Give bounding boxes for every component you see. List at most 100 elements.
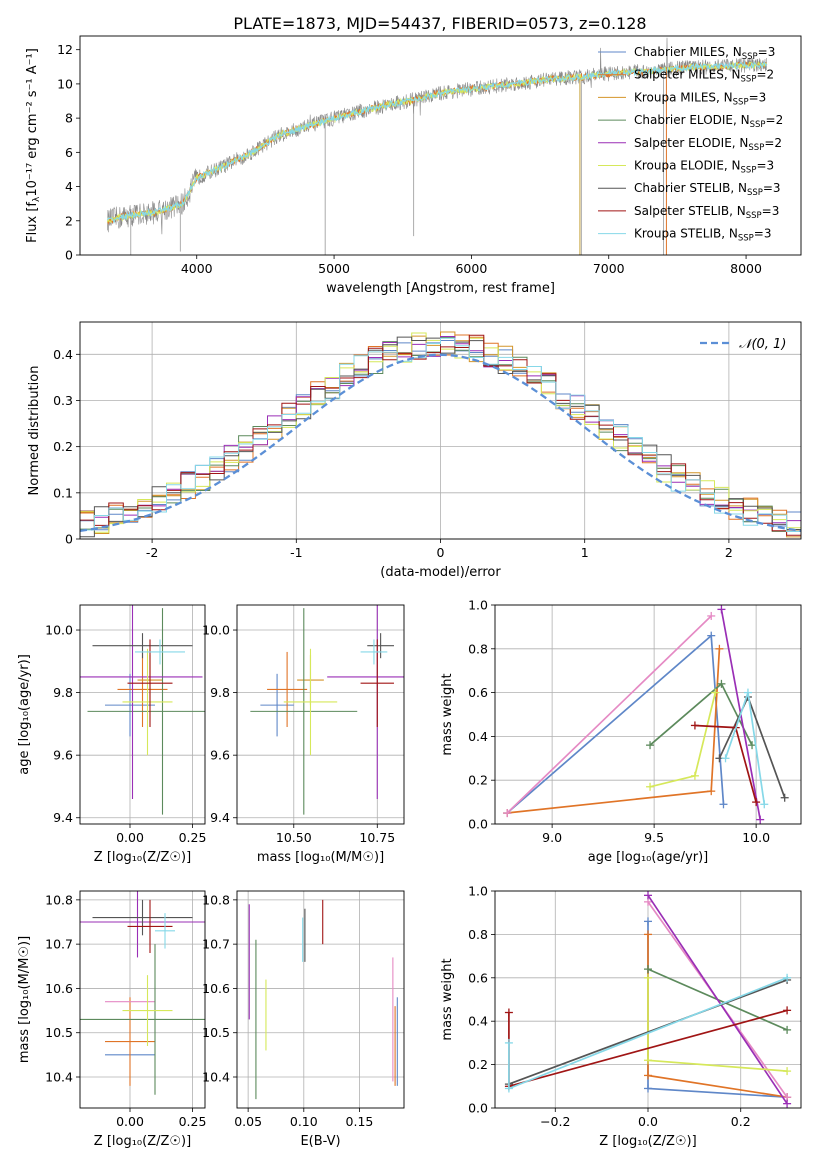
error-bar-point [122, 975, 173, 1046]
axes-ebv-mass: 0.05 0.10 0.15 10.4 10.5 10.6 10.7 10.8 E(B-V) [202, 890, 405, 1149]
error-bar-point [80, 891, 205, 958]
tick-label-y: 10.8 [202, 892, 230, 907]
tick-label-y: 0.2 [468, 773, 488, 788]
axis-label-y: mass [log₁₀(M/M☉)] [17, 936, 32, 1063]
legend-tail: =3 [758, 45, 776, 59]
weight-series-line [508, 979, 788, 1085]
tick-label-y: 4 [65, 179, 73, 194]
legend-entry: Kroupa ELODIE, NSSP=3 [634, 159, 774, 176]
tick-label-x: 9.5 [644, 830, 664, 845]
tick-label-y: 0.6 [468, 970, 488, 985]
weight-marker [644, 965, 652, 974]
legend-tail: =3 [749, 90, 767, 104]
axis-label-y: Normed distribution [27, 366, 42, 496]
error-bar-point [127, 899, 173, 953]
axes-age-weight: 9.0 9.5 10.0 0.0 0.2 0.4 0.6 0.8 1.0 age [log₁₀(a… [440, 598, 802, 865]
plot-area [80, 605, 205, 815]
tick-label-y: 9.8 [53, 685, 73, 700]
grid-lines [237, 605, 404, 824]
tick-label-x: 0.05 [234, 1114, 262, 1129]
weight-marker [504, 1084, 513, 1093]
tick-label-y: 10.7 [45, 937, 73, 952]
axes-frame: 0.05 0.10 0.15 10.4 10.5 10.6 10.7 10.8 E(B-V) [202, 890, 405, 1149]
error-bar-point [105, 997, 155, 1086]
tick-label-y: 10.7 [202, 937, 230, 952]
weight-marker [783, 1067, 792, 1076]
tick-label-y: 10.6 [45, 981, 73, 996]
error-bar-point [267, 651, 308, 728]
legend-tail: =3 [754, 227, 772, 241]
tick-label-y: 9.4 [210, 810, 230, 825]
tick-label-x: 10.50 [276, 830, 312, 845]
tick-label-y: 2 [65, 213, 73, 228]
tick-label-x: 2 [725, 545, 733, 560]
plot-area [106, 37, 768, 255]
weight-marker [760, 800, 769, 809]
legend-entry: Chabrier ELODIE, NSSP=2 [634, 113, 783, 130]
axis-label-x: wavelength [Angstrom, rest frame] [326, 281, 555, 296]
axes-border [494, 890, 802, 1109]
axis-label-x: Z [log₁₀(Z/Z☉)] [94, 850, 191, 865]
tick-label-y: 0 [65, 248, 73, 263]
plot-layer: 4000 5000 6000 7000 8000024681012wavelength … [17, 35, 802, 1149]
legend-entry: Salpeter ELODIE, NSSP=2 [634, 136, 782, 153]
tick-label-y: 12 [57, 42, 73, 57]
axes-border [79, 890, 206, 1109]
error-bar-point [80, 944, 205, 1095]
error-bar-point [250, 608, 358, 815]
weight-series-line [724, 692, 766, 805]
axes-frame: 4000 5000 6000 7000 8000 0 2 4 6 8 10 12 wavelength … [57, 35, 802, 296]
error-bar-point [360, 639, 394, 728]
tick-label-y: 9.8 [210, 685, 230, 700]
tick-label-x: 10.0 [742, 830, 770, 845]
weight-marker [783, 973, 792, 982]
legend-main: Chabrier ELODIE, N [634, 113, 750, 127]
weight-marker [711, 688, 720, 697]
weight-marker [752, 798, 761, 807]
weight-marker [646, 782, 655, 791]
tick-label-y: 9.6 [53, 748, 73, 763]
weight-marker [719, 800, 728, 809]
weight-marker [690, 721, 699, 730]
error-bar-point [92, 899, 193, 936]
error-bar-point [360, 639, 388, 665]
tick-label-y: 0.4 [468, 729, 488, 744]
legend-tail: =3 [762, 204, 780, 218]
weight-marker [644, 930, 652, 939]
weight-marker [783, 1025, 792, 1034]
weight-marker [503, 809, 512, 818]
axis-label-x: (data-model)/error [380, 565, 501, 580]
weight-marker [707, 787, 716, 796]
axis-label-y: mass weight [440, 673, 455, 755]
plot-area [80, 331, 801, 538]
tick-label-x: 1 [581, 545, 589, 560]
tick-label-y: 0.8 [468, 927, 488, 942]
legend-main: Salpeter ELODIE, N [634, 136, 748, 150]
tick-label-y: 10 [57, 76, 73, 91]
tick-label-y: 10.4 [202, 1070, 230, 1085]
axis-label-y: Flux [fλ10⁻¹⁷ erg cm⁻² s⁻¹ A⁻¹] [25, 48, 42, 243]
axes-frame: 0.00 0.25 10.4 10.5 10.6 10.7 10.8 Z [log₁₀(Z/Z… [17, 890, 206, 1149]
axis-label-y: age [log₁₀(age/yr)] [17, 654, 32, 775]
axes-frame: 9.0 9.5 10.0 0.0 0.2 0.4 0.6 0.8 1.0 age [log₁₀(a… [440, 598, 802, 865]
axes-frame: 10.50 10.75 9.4 9.6 9.8 10.0 mass [log₁₀(M/M☉)… [202, 604, 405, 865]
tick-label-y: 0.4 [468, 1014, 488, 1029]
tick-label-x: 0.00 [116, 1114, 144, 1129]
legend-entry: Kroupa STELIB, NSSP=3 [634, 227, 772, 244]
weight-series-line [649, 692, 717, 788]
tick-label-y: 10.6 [202, 981, 230, 996]
weight-marker [783, 1099, 792, 1108]
legend-entry: Salpeter MILES, NSSP=2 [634, 68, 774, 85]
tick-label-x: −0.2 [540, 1114, 570, 1129]
weight-marker [644, 1071, 652, 1080]
tick-label-y: 1.0 [468, 884, 488, 899]
weight-marker [644, 973, 652, 982]
weight-series-line [647, 894, 788, 1105]
legend-entry: 𝒩(0, 1) [739, 337, 786, 352]
plot-area [503, 605, 789, 824]
tick-label-x: 9.0 [542, 830, 562, 845]
tick-label-y: 9.6 [210, 748, 230, 763]
legend-tail: =2 [764, 136, 782, 150]
